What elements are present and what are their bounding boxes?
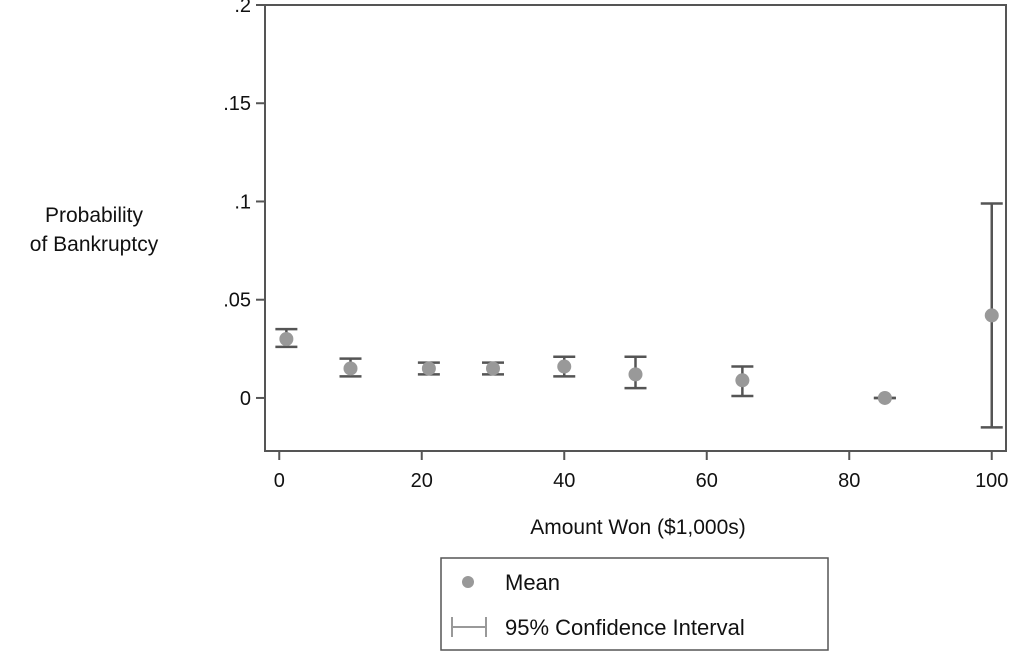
legend-mean-label: Mean xyxy=(505,570,560,595)
mean-point xyxy=(735,373,750,388)
mean-point xyxy=(486,361,500,376)
x-tick-label: 60 xyxy=(696,470,718,492)
legend-ci-marker xyxy=(451,617,487,637)
confidence-interval-bars xyxy=(275,202,1003,429)
mean-point xyxy=(877,390,892,405)
x-tick-label: 80 xyxy=(838,470,860,492)
x-tick-label: 100 xyxy=(975,470,1008,492)
x-tick-label: 20 xyxy=(411,470,433,492)
y-tick-label: .1 xyxy=(234,191,251,213)
mean-point xyxy=(628,367,643,382)
x-axis-title: Amount Won ($1,000s) xyxy=(530,516,746,539)
y-axis-title-line-1: Probability xyxy=(45,204,144,227)
x-tick-label: 40 xyxy=(553,470,575,492)
y-tick-label: 0 xyxy=(240,388,251,410)
y-axis-title-line-2: of Bankruptcy xyxy=(30,233,159,256)
x-axis: 0 20 40 60 80 100 xyxy=(274,451,1008,492)
mean-point xyxy=(343,361,358,376)
mean-point xyxy=(279,332,294,347)
mean-point xyxy=(421,361,436,376)
legend-box xyxy=(440,557,829,651)
y-tick-label: .2 xyxy=(234,0,251,17)
legend-mean-marker xyxy=(462,576,474,588)
legend: Mean 95% Confidence Interval xyxy=(440,557,829,651)
y-axis: 0 .05 .1 .15 .2 xyxy=(223,0,265,410)
mean-points xyxy=(279,308,999,405)
plot-area-frame xyxy=(264,4,1007,452)
y-tick-label: .15 xyxy=(223,93,251,115)
y-tick-label: .05 xyxy=(223,290,251,312)
legend-ci-label: 95% Confidence Interval xyxy=(505,615,745,640)
mean-point xyxy=(557,359,572,374)
x-tick-label: 0 xyxy=(274,470,285,492)
mean-point xyxy=(984,308,999,323)
